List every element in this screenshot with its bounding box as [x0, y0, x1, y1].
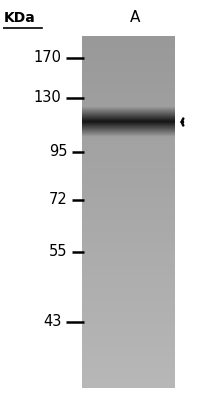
- Text: KDa: KDa: [4, 11, 35, 25]
- Text: 55: 55: [49, 244, 68, 260]
- Text: 130: 130: [33, 90, 61, 106]
- Text: 95: 95: [49, 144, 68, 160]
- Text: 170: 170: [33, 50, 61, 66]
- Text: 43: 43: [43, 314, 61, 330]
- Text: 72: 72: [49, 192, 68, 208]
- Text: A: A: [129, 10, 140, 26]
